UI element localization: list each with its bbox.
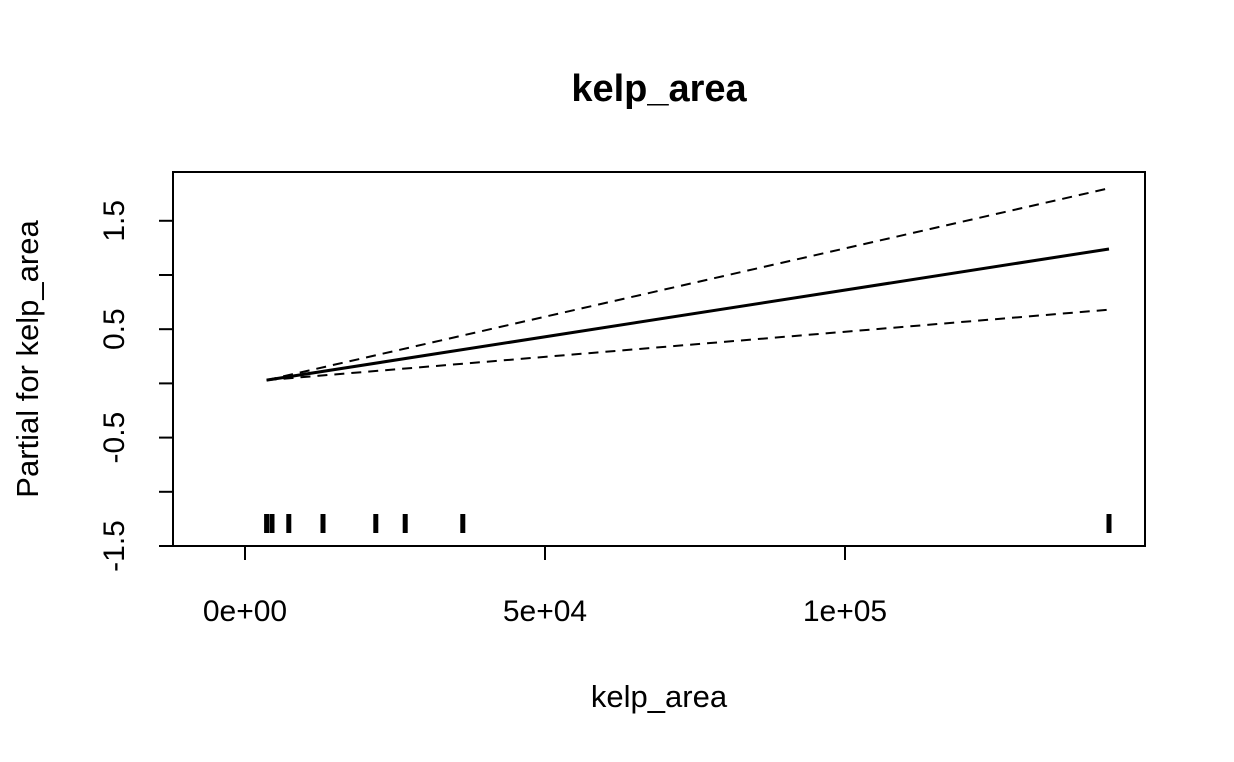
x-axis: 0e+00 5e+04 1e+05 [203,545,887,628]
confidence-band-line [266,187,1110,382]
x-tick-label: 0e+00 [203,595,287,628]
chart-title: kelp_area [571,68,747,110]
series-layer [266,187,1110,382]
confidence-band-line [266,308,1110,382]
x-axis-label: kelp_area [591,679,728,714]
y-tick-label: -1.5 [98,520,131,572]
fitted-line [266,247,1110,382]
rug-layer [264,514,1112,533]
y-tick-label: 0.5 [98,308,131,350]
x-tick-label: 5e+04 [503,595,587,628]
x-tick-label: 1e+05 [803,595,887,628]
y-axis-label: Partial for kelp_area [10,220,45,498]
y-tick-label: 1.5 [98,200,131,242]
y-axis: -1.5 -0.5 0.5 1.5 [98,200,174,572]
plot-frame [172,171,1146,547]
y-tick-label: -0.5 [98,412,131,464]
